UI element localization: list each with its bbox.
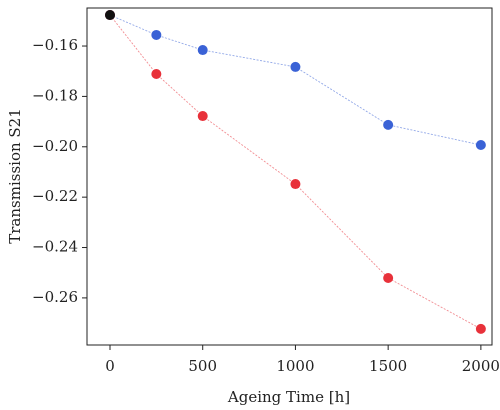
data-point (475, 323, 486, 334)
plot-frame (86, 7, 493, 346)
data-point (197, 111, 208, 122)
x-tick-label: 1500 (369, 357, 407, 375)
y-tick-label: −0.24 (32, 238, 78, 256)
data-point (290, 179, 301, 190)
y-tick-label: −0.20 (32, 137, 78, 155)
data-point (151, 29, 162, 40)
x-tick-label: 0 (105, 357, 115, 375)
y-tick-label: −0.16 (32, 36, 78, 54)
data-point (383, 119, 394, 130)
x-tick-label: 2000 (462, 357, 500, 375)
y-tick-label: −0.18 (32, 86, 78, 104)
x-axis-label: Ageing Time [h] (227, 388, 350, 406)
x-tick-label: 500 (188, 357, 217, 375)
x-tick-label: 1000 (276, 357, 314, 375)
data-point (383, 273, 394, 284)
y-tick-label: −0.22 (32, 187, 78, 205)
data-point (151, 68, 162, 79)
series-line (109, 14, 481, 146)
data-point (104, 10, 115, 21)
data-point (197, 45, 208, 56)
data-point (475, 140, 486, 151)
y-tick-label: −0.26 (32, 288, 78, 306)
y-axis-label: Transmission S21 (6, 108, 24, 244)
data-point (290, 61, 301, 72)
